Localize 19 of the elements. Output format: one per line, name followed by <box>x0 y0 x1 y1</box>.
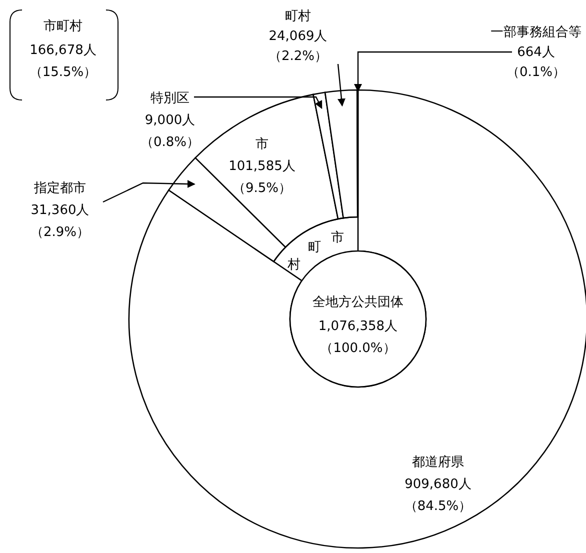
slice-label: 市 <box>256 137 268 152</box>
slice-label: 指定都市 <box>33 181 86 196</box>
data-label: 101,585人（9.5%） <box>228 159 296 196</box>
text: 全地方公共団体 <box>312 294 404 310</box>
text: 市町村 <box>44 19 82 34</box>
slice-label: 一部事務組合等 <box>490 25 582 40</box>
data-label: 9,000人（0.8%） <box>140 113 200 150</box>
text: 村 <box>286 257 300 272</box>
text: 166,678人（15.5%） <box>29 43 97 80</box>
slice-label: 特別区 <box>150 91 190 106</box>
slice-label: 町村 <box>285 9 311 24</box>
data-label: 31,360人（2.9%） <box>30 203 90 240</box>
text: 1,076,358人（100.0%） <box>318 319 398 356</box>
text: 市 <box>331 230 344 246</box>
data-label: 909,680人（84.5%） <box>404 477 472 514</box>
data-label: 24,069人（2.2%） <box>268 29 328 64</box>
data-label: 664人（0.1%） <box>506 45 566 80</box>
slice-label: 都道府県 <box>412 454 464 470</box>
text: 町 <box>308 240 322 255</box>
